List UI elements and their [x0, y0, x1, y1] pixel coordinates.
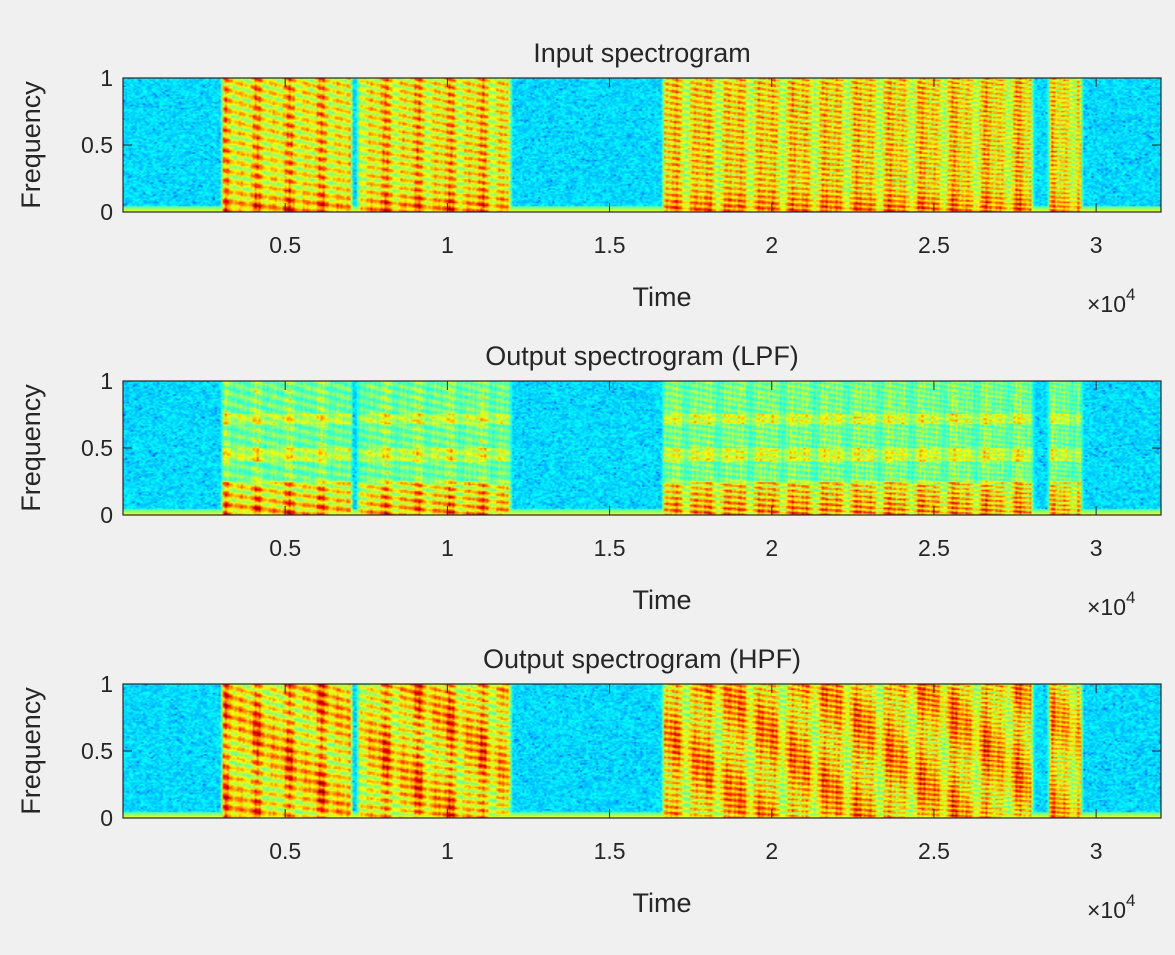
x-tick-label: 1.5 [594, 232, 626, 258]
x-tick-label: 2 [765, 535, 778, 561]
x-tick-label: 1 [441, 232, 454, 258]
x-tick-label: 1 [441, 838, 454, 864]
y-tick-label: 1 [100, 368, 113, 394]
exponent-power: 4 [1126, 285, 1135, 304]
x-axis-exponent: ×104 [1087, 891, 1135, 923]
x-tick-label: 0.5 [269, 232, 301, 258]
x-tick-label: 1.5 [594, 535, 626, 561]
y-tick-label: 0 [100, 502, 113, 528]
x-tick-label: 1 [441, 535, 454, 561]
exponent-base: ×10 [1087, 594, 1126, 620]
y-tick-label: 0.5 [81, 435, 113, 461]
spectrogram-heatmap [123, 381, 1161, 515]
subplot-panels: Input spectrogram 0.5 1 1.5 2 2.5 3 0 0.5 1 Time Fr… [16, 38, 1162, 923]
x-tick-label: 2.5 [918, 232, 950, 258]
subplot-2: Output spectrogram (LPF) 0.5 1 1.5 2 2.5 3 0 0.5… [16, 341, 1162, 620]
spectrogram-heatmap [123, 78, 1161, 212]
x-tick-label: 3 [1090, 535, 1103, 561]
x-tick-label: 3 [1090, 838, 1103, 864]
x-axis-label: Time [633, 888, 692, 918]
subplot-1: Input spectrogram 0.5 1 1.5 2 2.5 3 0 0.5 1 Time Fr… [16, 38, 1162, 317]
exponent-base: ×10 [1087, 897, 1126, 923]
x-tick-label: 2.5 [918, 535, 950, 561]
x-tick-label: 2.5 [918, 838, 950, 864]
subplot-title: Input spectrogram [533, 38, 751, 68]
exponent-power: 4 [1126, 588, 1135, 607]
exponent-power: 4 [1126, 891, 1135, 910]
y-tick-label: 0 [100, 805, 113, 831]
y-axis-label: Frequency [16, 384, 46, 512]
subplot-3: Output spectrogram (HPF) 0.5 1 1.5 2 2.5 3 0 0.5… [16, 644, 1162, 923]
x-tick-label: 2 [765, 838, 778, 864]
subplot-title: Output spectrogram (HPF) [483, 644, 801, 674]
exponent-base: ×10 [1087, 291, 1126, 317]
x-tick-label: 0.5 [269, 535, 301, 561]
spectrogram-heatmap [123, 684, 1161, 818]
y-tick-label: 0.5 [81, 738, 113, 764]
subplot-title: Output spectrogram (LPF) [485, 341, 799, 371]
x-tick-label: 2 [765, 232, 778, 258]
x-axis-label: Time [633, 282, 692, 312]
x-axis-exponent: ×104 [1087, 588, 1135, 620]
x-tick-label: 1.5 [594, 838, 626, 864]
x-tick-label: 3 [1090, 232, 1103, 258]
y-tick-label: 0.5 [81, 132, 113, 158]
y-tick-label: 1 [100, 65, 113, 91]
x-tick-label: 0.5 [269, 838, 301, 864]
y-axis-label: Frequency [16, 687, 46, 815]
x-axis-label: Time [633, 585, 692, 615]
x-axis-exponent: ×104 [1087, 285, 1135, 317]
y-tick-label: 1 [100, 671, 113, 697]
y-tick-label: 0 [100, 199, 113, 225]
y-axis-label: Frequency [16, 81, 46, 209]
